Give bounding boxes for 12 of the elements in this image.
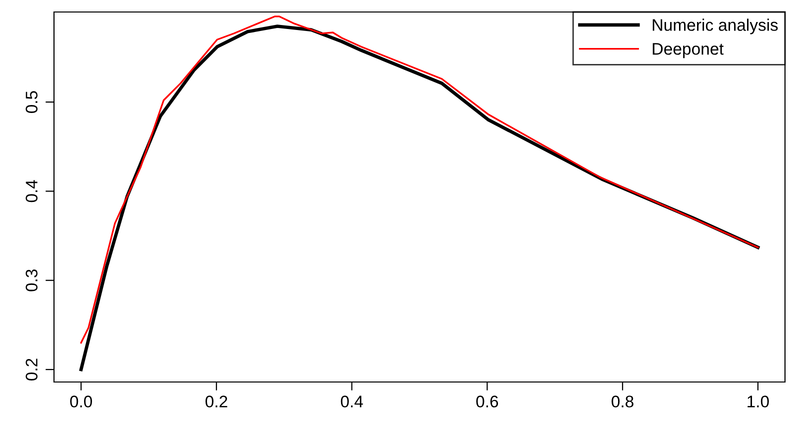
y-tick-label: 0.5 [26,91,38,113]
y-tick-label: 0.4 [26,180,38,202]
x-tick-label: 0.2 [206,396,228,408]
legend-label: Deeponet [652,43,724,58]
x-tick-label: 0.0 [70,396,92,408]
legend-label: Numeric analysis [652,18,778,34]
x-tick-label: 0.8 [612,396,634,408]
x-tick-label: 1.0 [748,396,769,408]
x-tick-label: 0.4 [340,396,363,408]
x-tick-label: 0.6 [476,396,498,408]
y-tick-label: 0.3 [26,270,38,292]
y-tick-label: 0.2 [26,358,38,380]
